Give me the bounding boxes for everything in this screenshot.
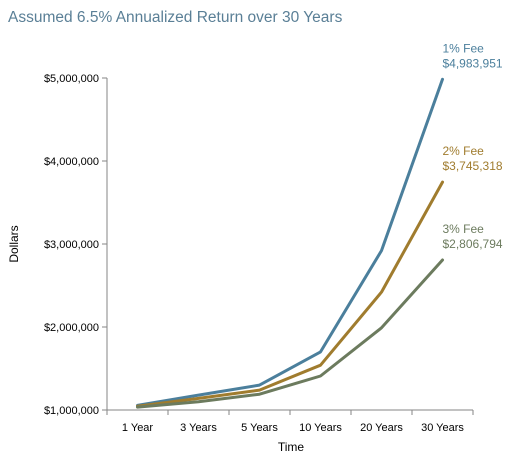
x-axis-title: Time [278,440,305,454]
y-tick-label: $3,000,000 [44,239,99,251]
series-annotations: 1% Fee$4,983,951 2% Fee$3,745,318 3% Fee$2… [443,41,503,251]
series-name-label: 2% Fee [443,144,485,158]
x-tick-label: 3 Years [180,422,217,434]
x-tick-label: 30 Years [421,422,464,434]
x-tick-label: 10 Years [299,422,342,434]
series-name-label: 3% Fee [443,222,485,236]
chart-title: Assumed 6.5% Annualized Return over 30 Y… [8,9,343,26]
series-value-label: $3,745,318 [443,159,503,173]
series-line-3 [136,258,444,409]
series-name-label: 1% Fee [443,41,485,55]
y-tick-label: $4,000,000 [44,156,99,168]
series-line-2 [136,180,444,408]
y-tick-label: $1,000,000 [44,405,99,417]
y-tick-label: $2,000,000 [44,322,99,334]
x-tick-label: 1 Year [122,422,154,434]
axes: $1,000,000 $2,000,000 $3,000,000 $4,000,000… [44,73,474,434]
series-line-1 [136,77,444,407]
series-lines [136,77,444,409]
series-value-label: $4,983,951 [443,56,503,70]
x-tick-label: 20 Years [360,422,403,434]
series-value-label: $2,806,794 [443,237,503,251]
x-tick-label: 5 Years [241,422,278,434]
y-axis-title: Dollars [7,225,21,262]
y-tick-label: $5,000,000 [44,73,99,85]
